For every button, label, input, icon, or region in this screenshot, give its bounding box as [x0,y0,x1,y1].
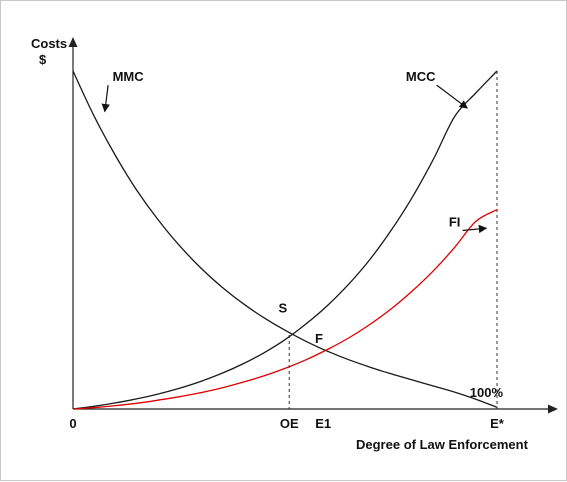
annotation-s: S [279,301,288,316]
drop-lines [288,71,498,409]
annotations: MMC MCC FI S F 100% [101,69,504,400]
x-tick-label-e1: E1 [315,416,331,431]
annotation-arrow-mmc [101,85,110,113]
annotation-fi: FI [449,214,461,229]
series-line-mcc [72,70,498,410]
y-axis-label-line-1: Costs [31,36,67,51]
series-layer [72,70,498,410]
x-axis-arrow-icon [548,404,558,414]
annotation-mmc: MMC [113,69,145,84]
x-tick-label-e-star: E* [490,416,505,431]
x-tick-label-0: 0 [69,416,76,431]
annotation-f: F [315,331,323,346]
series-line-fi [72,209,498,410]
x-tick-label-oe: OE [280,416,299,431]
x-tick-labels: 0 OE E1 E* [69,416,504,431]
series-line-mmc [72,70,498,408]
annotation-arrow-fi [462,224,488,234]
y-axis-arrow-icon [68,37,78,47]
annotation-arrow-mcc [436,84,468,109]
x-axis-label: Degree of Law Enforcement [356,437,529,452]
annotation-100-percent: 100% [470,385,504,400]
y-axis-label-line-2: $ [39,52,47,67]
annotation-mcc: MCC [406,69,436,84]
